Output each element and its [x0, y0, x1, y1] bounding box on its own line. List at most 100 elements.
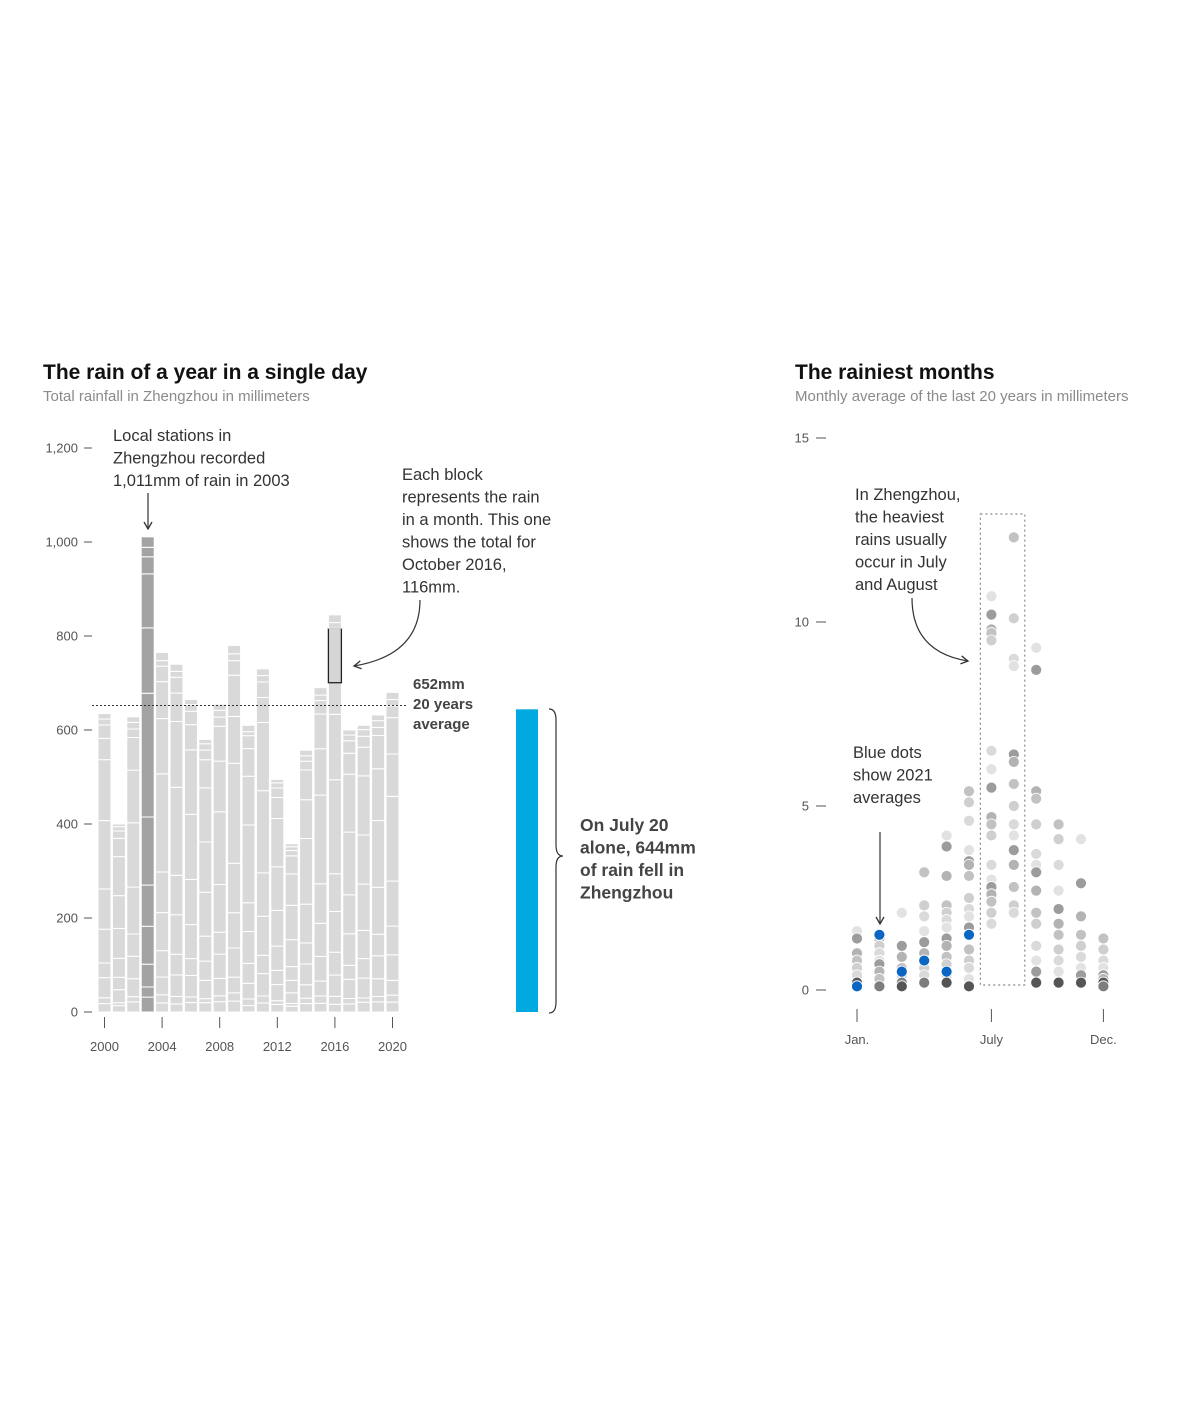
month-block	[385, 925, 400, 956]
month-block	[356, 958, 371, 979]
month-block	[198, 787, 213, 843]
month-dot	[1075, 910, 1087, 923]
y-tick-label: 1,200	[45, 441, 78, 456]
month-dot	[1007, 800, 1020, 812]
month-block	[155, 1002, 170, 1013]
month-dot	[1007, 844, 1020, 857]
month-dot	[1030, 641, 1043, 654]
month-dot	[963, 796, 975, 809]
month-block	[169, 1003, 184, 1013]
month-block	[126, 886, 141, 935]
annotation-line: alone, 644mm	[580, 838, 696, 858]
month-dot-column	[1075, 833, 1087, 989]
month-block	[270, 945, 285, 971]
month-block	[111, 830, 126, 839]
month-block	[183, 924, 198, 960]
month-dot	[1030, 917, 1043, 930]
month-block	[327, 779, 342, 875]
dot-2021	[851, 980, 863, 993]
month-block	[126, 716, 141, 723]
month-block	[255, 954, 270, 975]
annotation-line: occur in July	[855, 554, 947, 572]
x-tick-label: July	[980, 1032, 1004, 1047]
month-dot	[918, 899, 931, 912]
month-dot	[918, 925, 931, 938]
month-block	[356, 775, 371, 836]
month-block	[169, 874, 184, 916]
annotation-line: of rain fell in	[580, 860, 684, 880]
month-block	[241, 902, 256, 933]
year-bar	[356, 724, 371, 1013]
month-dot-column	[873, 932, 886, 993]
month-block	[313, 748, 328, 796]
x-axis: 2000 2004 2008 2012 2016 2020	[90, 1017, 407, 1054]
chart-subtitle: Total rainfall in Zhengzhou in millimete…	[43, 388, 310, 405]
month-block	[313, 980, 328, 997]
month-dot	[1007, 858, 1020, 871]
month-block	[155, 976, 170, 996]
month-block	[313, 700, 328, 715]
annotation-heaviest-arrow	[911, 597, 970, 665]
y-tick-label: 600	[56, 723, 78, 738]
month-dot-column	[1007, 531, 1020, 919]
month-block	[299, 903, 314, 944]
month-block	[342, 997, 357, 1005]
month-block	[327, 682, 342, 715]
month-block	[126, 1001, 141, 1013]
annotation-line: Each block	[402, 466, 483, 484]
highlighted-month-block	[327, 627, 343, 684]
month-block	[299, 837, 314, 905]
annotation-line: represents the rain	[402, 489, 540, 507]
y-tick-label: 400	[56, 817, 78, 832]
month-block	[241, 731, 256, 737]
x-tick-label: 2000	[90, 1039, 119, 1054]
average-label-line: 20 years	[413, 696, 473, 713]
month-block	[212, 703, 227, 711]
month-block	[155, 912, 170, 952]
month-block	[183, 749, 198, 815]
month-block	[155, 871, 170, 914]
month-block	[198, 759, 213, 789]
year-bar	[255, 668, 270, 1013]
annotation-line: and August	[855, 576, 938, 594]
year-bar	[169, 663, 184, 1013]
month-block	[342, 964, 357, 980]
month-block	[97, 713, 112, 720]
annotation-block: Each block represents the rain in a mont…	[402, 466, 556, 597]
month-block	[385, 954, 400, 981]
year-bar	[198, 738, 213, 1013]
month-block	[97, 759, 112, 822]
month-block	[155, 665, 170, 683]
month-block	[255, 721, 270, 792]
month-block	[111, 1005, 126, 1013]
chart-title: The rain of a year in a single day	[43, 361, 368, 384]
month-block	[140, 627, 155, 694]
month-block	[385, 994, 400, 1003]
month-block	[371, 955, 386, 980]
month-dot	[963, 892, 975, 904]
month-block	[284, 904, 299, 941]
month-dot-column	[1097, 932, 1110, 993]
month-block	[212, 811, 227, 886]
month-block	[97, 977, 112, 999]
month-block	[227, 947, 242, 978]
month-block	[169, 720, 184, 788]
month-block	[155, 994, 170, 1004]
month-block	[255, 790, 270, 874]
year-bar	[183, 698, 198, 1013]
month-block	[111, 826, 126, 832]
month-dot	[985, 917, 998, 930]
month-block	[227, 912, 242, 949]
month-block	[198, 1002, 213, 1013]
y-axis: 0 200 400 600 800 1,000 1,200	[45, 441, 92, 1020]
average-label-line: 652mm	[413, 676, 465, 693]
month-dot-column	[918, 866, 931, 989]
month-block	[183, 974, 198, 998]
month-block	[241, 748, 256, 777]
month-block	[241, 824, 256, 904]
month-dot	[985, 781, 998, 794]
month-block	[385, 705, 400, 719]
month-block	[126, 996, 141, 1003]
month-block	[371, 820, 386, 888]
month-block	[371, 720, 386, 728]
